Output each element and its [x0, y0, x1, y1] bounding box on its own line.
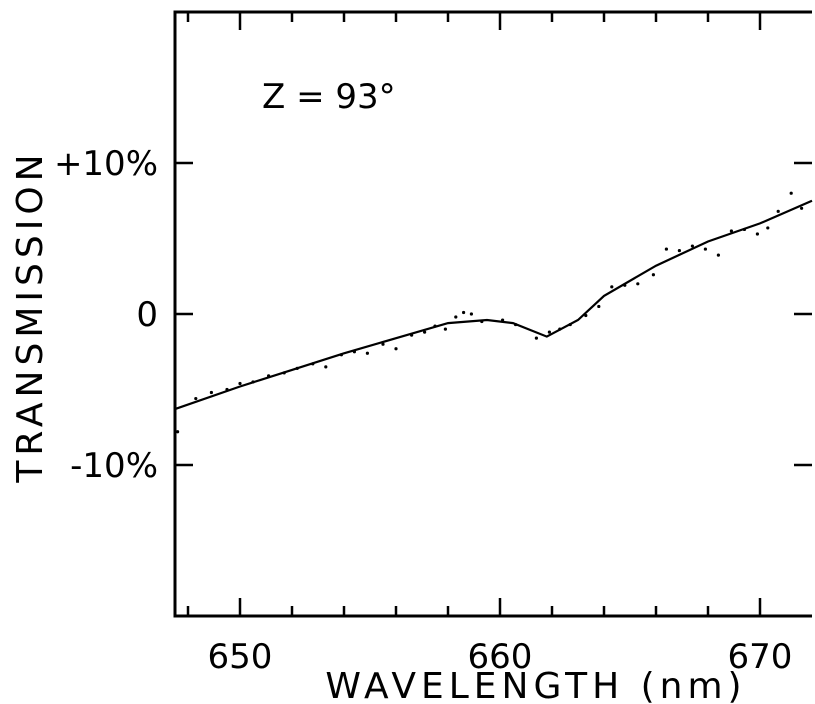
data-point [610, 285, 614, 289]
data-point [800, 206, 804, 210]
data-point [324, 365, 328, 369]
data-point [789, 191, 793, 195]
data-point [729, 229, 734, 233]
data-point [194, 396, 198, 401]
zenith-angle-annotation: Z = 93° [262, 77, 396, 117]
data-point [365, 351, 369, 355]
data-point [381, 342, 385, 346]
y-tick-label: 0 [136, 295, 158, 335]
data-point [636, 282, 640, 286]
data-point [176, 430, 180, 434]
data-point [547, 330, 552, 334]
x-tick-label: 660 [468, 637, 533, 677]
data-point [651, 273, 656, 277]
data-point [716, 253, 721, 257]
data-point [597, 304, 601, 309]
data-point [462, 310, 466, 315]
data-point [238, 381, 242, 386]
data-points [176, 191, 804, 434]
data-point [690, 244, 695, 248]
y-axis-ticks [175, 161, 812, 467]
y-tick-label: -10% [70, 446, 158, 486]
data-point [454, 315, 458, 319]
y-tick-label: +10% [54, 144, 158, 184]
data-point [766, 226, 770, 230]
x-axis-ticks [186, 12, 762, 616]
data-point [394, 347, 398, 351]
fit-line [174, 199, 813, 411]
x-axis-tick-labels: 650 660 670 [208, 637, 793, 677]
x-tick-label: 650 [208, 637, 273, 677]
data-point [423, 330, 427, 334]
data-point [443, 327, 447, 331]
data-point [703, 247, 708, 251]
data-point [776, 209, 780, 213]
data-point [664, 247, 669, 251]
data-point [469, 312, 473, 316]
x-axis-title: WAVELENGTH (nm) [325, 666, 746, 704]
x-tick-label: 670 [728, 637, 793, 677]
data-point [534, 336, 539, 340]
data-point [755, 232, 760, 236]
y-axis-tick-labels: +10% 0 -10% [54, 144, 158, 486]
data-point [677, 248, 682, 253]
y-axis-title: TRANSMISSION [10, 149, 51, 483]
data-point [209, 390, 213, 395]
